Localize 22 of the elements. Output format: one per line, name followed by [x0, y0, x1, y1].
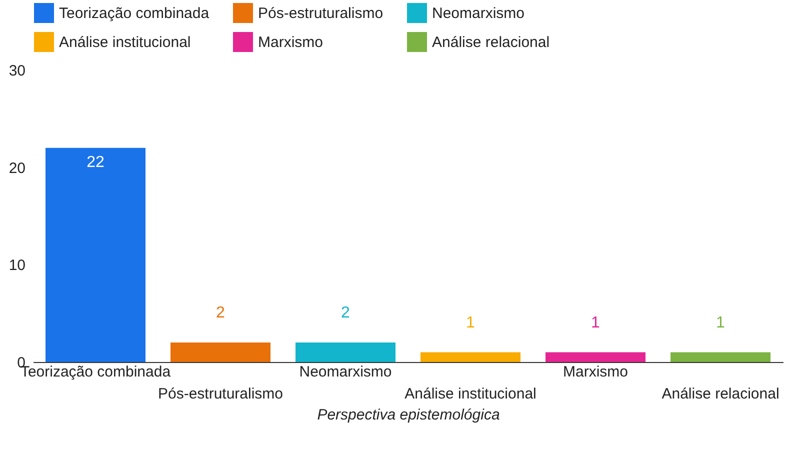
- data-label: 1: [466, 314, 476, 332]
- legend-label: Neomarxismo: [432, 5, 525, 22]
- y-tick-label: 0: [17, 354, 26, 372]
- y-tick-label: 30: [8, 62, 26, 80]
- legend-label: Marxismo: [258, 34, 324, 51]
- x-tick-label: Análise institucional: [404, 386, 536, 402]
- legend-label: Pós-estruturalismo: [258, 5, 384, 22]
- data-label: 2: [216, 304, 226, 322]
- x-tick-label: Neomarxismo: [299, 364, 392, 380]
- legend-label: Análise relacional: [432, 34, 550, 51]
- x-axis-title: Perspectiva epistemológica: [317, 406, 500, 424]
- data-label: 22: [86, 154, 104, 171]
- y-tick-label: 10: [8, 257, 26, 274]
- y-tick-label: 20: [8, 160, 26, 177]
- x-tick-label: Marxismo: [562, 364, 628, 380]
- x-tick-label: Análise relacional: [662, 386, 780, 402]
- x-tick-label: Pós-estruturalismo: [158, 386, 284, 402]
- data-label: 1: [591, 314, 600, 332]
- legend-label: Análise institucional: [59, 34, 191, 51]
- data-label: 2: [341, 304, 350, 322]
- legend-label: Teorização combinada: [59, 5, 210, 22]
- data-label: 1: [716, 314, 726, 332]
